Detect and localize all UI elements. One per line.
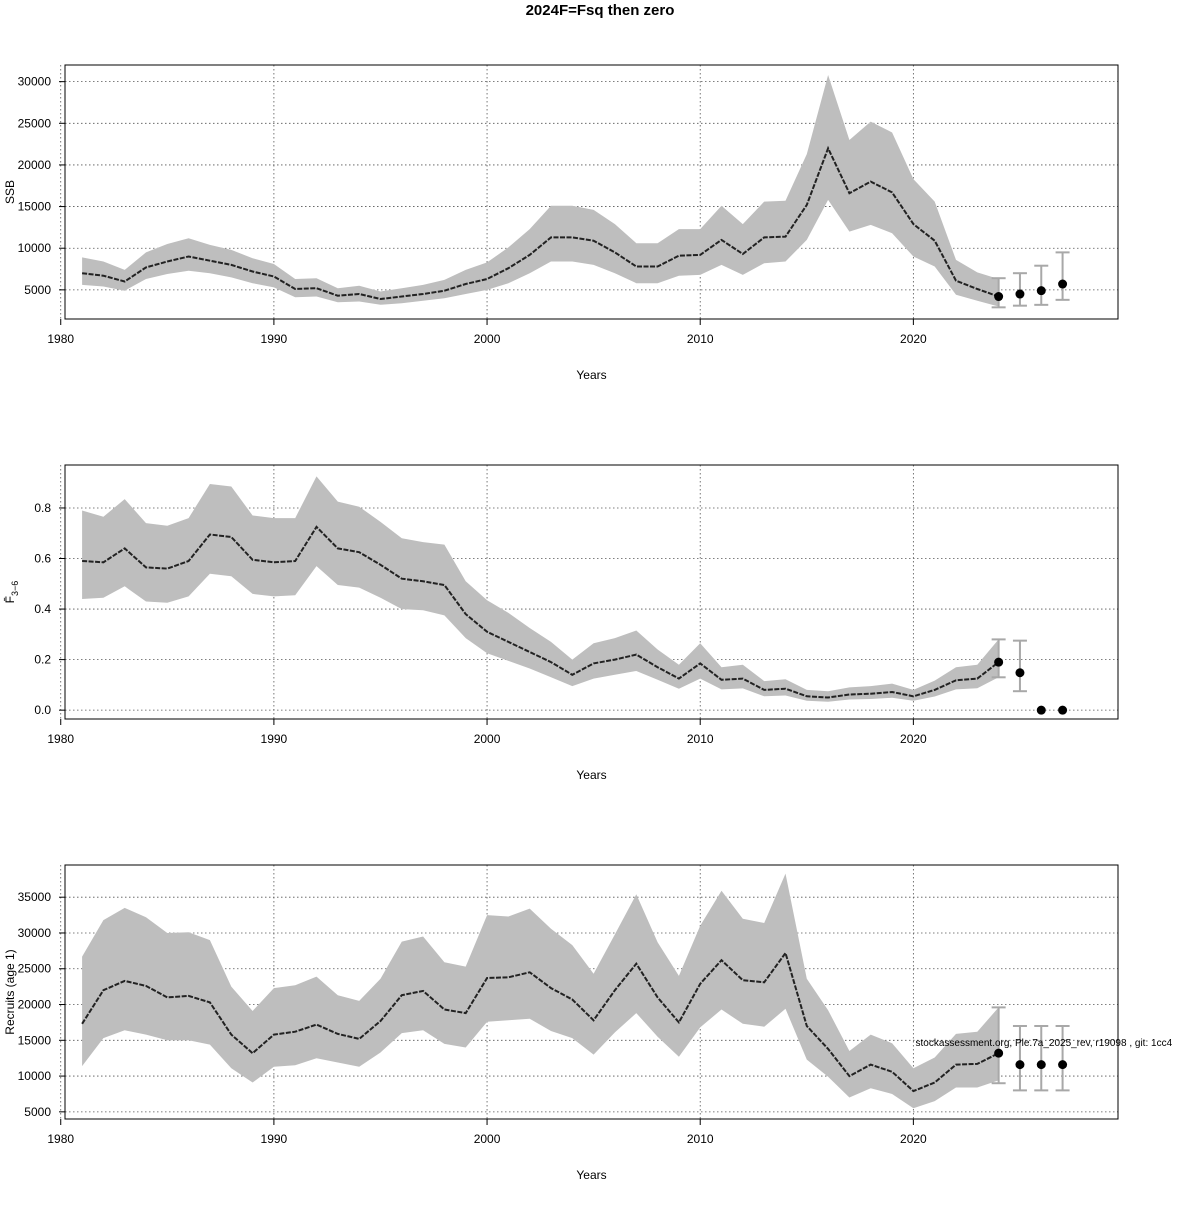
y-tick-label: 0.8: [34, 501, 51, 515]
plot-box: [64, 464, 1119, 720]
plot-box: [64, 864, 1119, 1120]
plot-box: [64, 64, 1119, 320]
y-axis-label: F̄3−6: [3, 581, 20, 604]
figure-title: 2024F=Fsq then zero: [525, 2, 675, 19]
panel-1: 1980 1990 2000 2010 2020 5000 10000 15000 20000 2…: [3, 64, 1119, 382]
y-tick-label: 0.0: [34, 703, 51, 717]
x-axis-label: Years: [576, 1168, 606, 1182]
y-tick-label: 25000: [18, 962, 52, 976]
x-tick-label: 1990: [261, 1132, 288, 1146]
x-axis-label: Years: [576, 768, 606, 782]
y-tick-label: 0.4: [34, 602, 51, 616]
y-tick-label: 5000: [24, 1105, 51, 1119]
y-tick-label: 20000: [18, 158, 52, 172]
forecast-point: [1058, 705, 1068, 715]
y-tick-label: 15000: [18, 200, 52, 214]
x-tick-label: 2020: [900, 1132, 927, 1146]
y-tick-label: 0.2: [34, 653, 51, 667]
y-tick-label: 30000: [18, 75, 52, 89]
forecast-point: [1036, 286, 1046, 296]
x-tick-label: 2000: [474, 732, 501, 746]
x-tick-label: 1990: [261, 332, 288, 346]
panel-2: 1980 1990 2000 2010 2020 0.0 0.2 0.4 0.6 0.8 Years…: [3, 464, 1119, 782]
y-tick-label: 10000: [18, 241, 52, 255]
forecast-point: [994, 1048, 1004, 1058]
x-tick-label: 2020: [900, 332, 927, 346]
x-tick-label: 2000: [474, 332, 501, 346]
y-axis-label-subscript: 3−6: [10, 581, 20, 596]
y-tick-label: 30000: [18, 926, 52, 940]
estimate-line: [82, 525, 1000, 699]
estimate-line: [81, 145, 999, 301]
forecast-point: [1058, 279, 1068, 289]
forecast-point: [1015, 668, 1025, 678]
y-tick-label: 15000: [18, 1033, 52, 1047]
confidence-band: [82, 873, 999, 1109]
forecast-point: [1058, 1060, 1068, 1070]
x-tick-label: 1980: [47, 332, 74, 346]
x-axis-label: Years: [576, 368, 606, 382]
x-tick-label: 2000: [474, 1132, 501, 1146]
estimate-line: [81, 950, 1000, 1093]
forecast-point: [994, 292, 1004, 302]
y-tick-label: 0.6: [34, 552, 51, 566]
forecast-point: [1036, 1060, 1046, 1070]
footnote-text: stockassessment.org, Ple.7a_2025_rev, r1…: [916, 1038, 1173, 1049]
x-tick-label: 2010: [687, 732, 714, 746]
x-tick-label: 1990: [261, 732, 288, 746]
confidence-band: [82, 476, 999, 702]
x-tick-label: 2010: [687, 1132, 714, 1146]
forecast-point: [1015, 289, 1025, 299]
forecast-point: [1036, 705, 1046, 715]
forecast-point: [1015, 1060, 1025, 1070]
y-axis-label: SSB: [3, 180, 17, 204]
forecast-point: [994, 657, 1004, 667]
panel-3: 1980 1990 2000 2010 2020 5000 10000 15000 20000 2…: [3, 864, 1119, 1182]
confidence-band: [82, 75, 999, 307]
x-tick-label: 2020: [900, 732, 927, 746]
y-tick-label: 20000: [18, 998, 52, 1012]
y-tick-label: 35000: [18, 890, 52, 904]
y-axis-label: Recruits (age 1): [3, 949, 17, 1034]
y-tick-label: 10000: [18, 1069, 52, 1083]
y-tick-label: 25000: [18, 116, 52, 130]
x-tick-label: 2010: [687, 332, 714, 346]
y-tick-label: 5000: [24, 283, 51, 297]
x-tick-label: 1980: [47, 1132, 74, 1146]
x-tick-label: 1980: [47, 732, 74, 746]
